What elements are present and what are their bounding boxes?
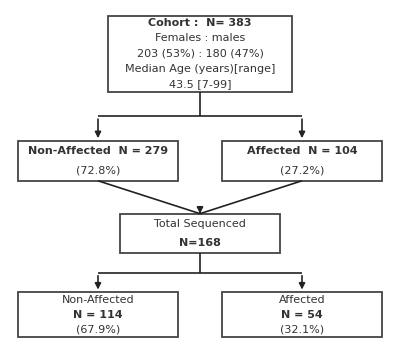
Text: Non-Affected: Non-Affected xyxy=(62,295,134,305)
Text: N=168: N=168 xyxy=(179,238,221,248)
Text: Non-Affected  N = 279: Non-Affected N = 279 xyxy=(28,146,168,156)
Text: Females : males: Females : males xyxy=(155,34,245,43)
Text: (32.1%): (32.1%) xyxy=(280,325,324,335)
Text: 203 (53%) : 180 (47%): 203 (53%) : 180 (47%) xyxy=(136,49,264,58)
FancyBboxPatch shape xyxy=(120,214,280,253)
FancyBboxPatch shape xyxy=(108,16,292,92)
Text: Affected  N = 104: Affected N = 104 xyxy=(247,146,357,156)
FancyBboxPatch shape xyxy=(18,292,178,337)
Text: (67.9%): (67.9%) xyxy=(76,325,120,335)
Text: Median Age (years)[range]: Median Age (years)[range] xyxy=(125,64,275,74)
Text: 43.5 [7-99]: 43.5 [7-99] xyxy=(169,79,231,89)
Text: (27.2%): (27.2%) xyxy=(280,166,324,176)
Text: (72.8%): (72.8%) xyxy=(76,166,120,176)
FancyBboxPatch shape xyxy=(18,141,178,181)
Text: N = 54: N = 54 xyxy=(281,310,323,320)
Text: Cohort :  N= 383: Cohort : N= 383 xyxy=(148,18,252,28)
FancyBboxPatch shape xyxy=(222,292,382,337)
FancyBboxPatch shape xyxy=(222,141,382,181)
Text: Total Sequenced: Total Sequenced xyxy=(154,219,246,229)
Text: Affected: Affected xyxy=(279,295,325,305)
Text: N = 114: N = 114 xyxy=(73,310,123,320)
